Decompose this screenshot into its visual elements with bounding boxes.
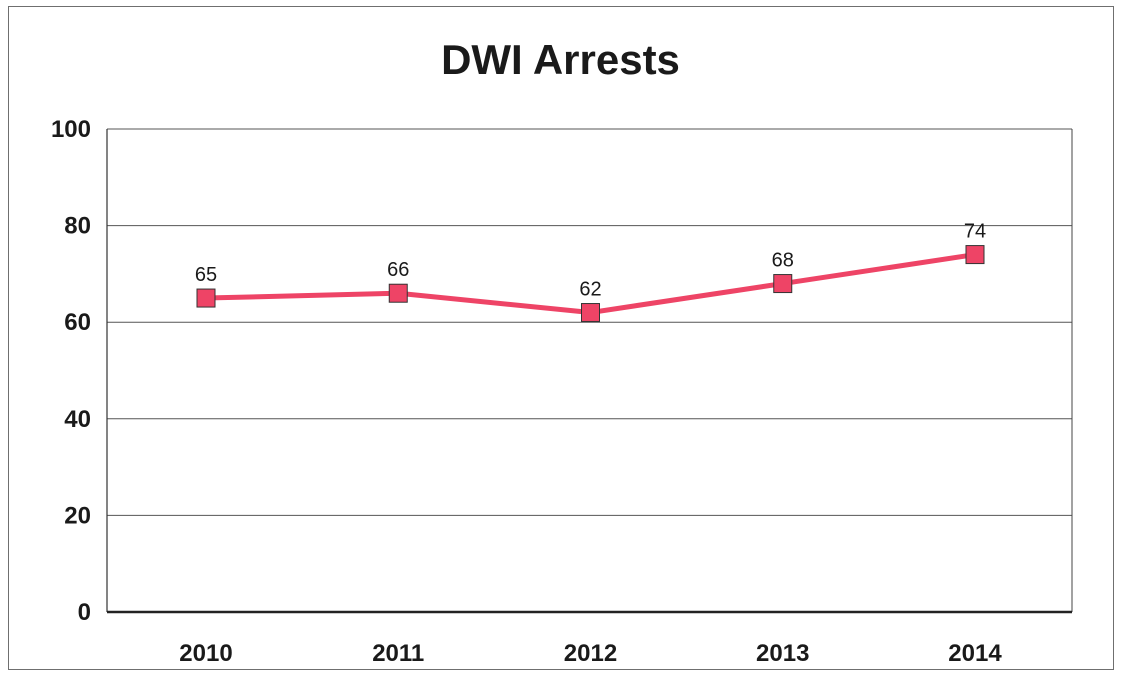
data-point-2011 — [388, 283, 408, 303]
data-point-2013 — [773, 274, 793, 294]
data-label-2013: 68 — [772, 250, 794, 272]
axis-layer — [106, 129, 1073, 614]
label-layer: 0 20 40 60 80 100 2010 2011 2012 2013 2014 65 66 62 68… — [51, 116, 1002, 667]
data-label-2012: 62 — [579, 279, 601, 301]
y-tick-label-0: 0 — [78, 599, 91, 626]
x-tick-label-2010: 2010 — [179, 640, 232, 667]
series-layer — [196, 245, 985, 323]
x-tick-label-2012: 2012 — [564, 640, 617, 667]
x-tick-label-2013: 2013 — [756, 640, 809, 667]
x-tick-label-2011: 2011 — [372, 640, 424, 667]
y-tick-label-20: 20 — [64, 502, 91, 529]
y-tick-label-60: 60 — [64, 309, 91, 336]
chart-title: DWI Arrests — [441, 36, 680, 83]
chart-frame — [8, 6, 1114, 670]
grid-layer — [107, 128, 1072, 516]
data-label-2010: 65 — [195, 264, 217, 286]
y-tick-label-100: 100 — [51, 116, 91, 143]
x-tick-label-2014: 2014 — [948, 640, 1002, 667]
data-label-2011: 66 — [387, 259, 409, 281]
data-point-2014 — [965, 245, 985, 265]
y-tick-label-40: 40 — [64, 406, 91, 433]
data-point-2012 — [581, 303, 600, 323]
y-tick-label-80: 80 — [64, 213, 91, 240]
data-label-2014: 74 — [964, 221, 986, 243]
data-point-2010 — [196, 288, 216, 308]
